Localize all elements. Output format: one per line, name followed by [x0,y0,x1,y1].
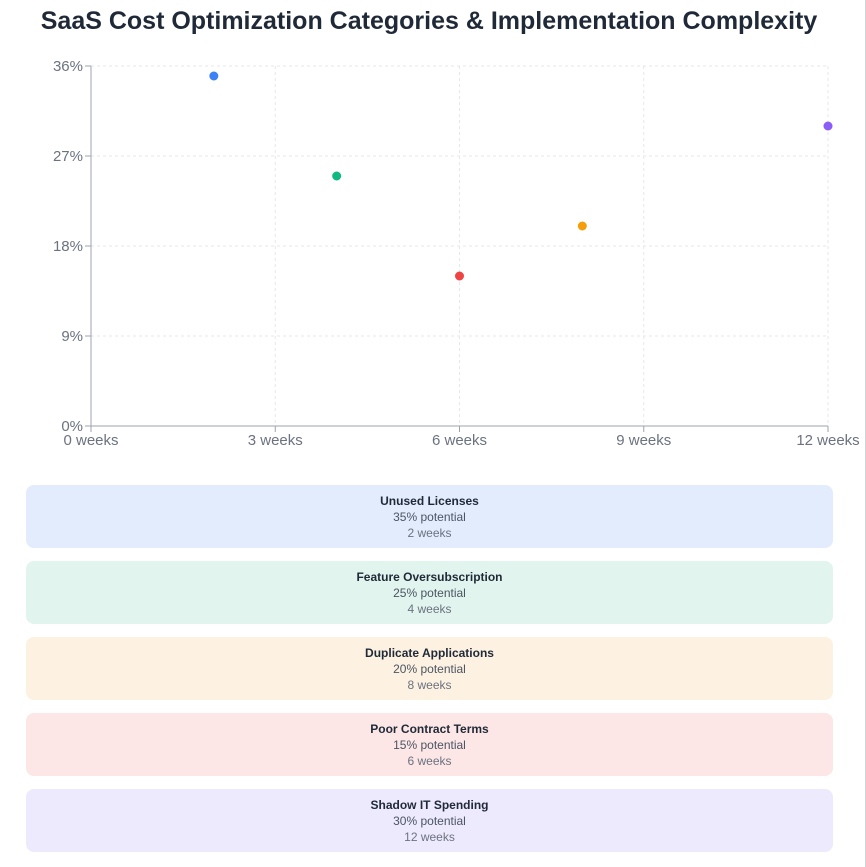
card-duplicate-applications: Duplicate Applications 20% potential 8 w… [26,637,833,700]
data-points [209,71,833,281]
x-tick-label: 3 weeks [248,432,303,449]
x-tick-label: 0 weeks [63,432,118,449]
grid-lines [91,65,829,426]
x-tick-label: 6 weeks [432,432,487,449]
category-cards: Unused Licenses 35% potential 2 weeks Fe… [26,485,833,865]
card-time: 6 weeks [407,753,452,768]
card-time: 4 weeks [407,601,452,616]
data-point [455,271,464,281]
card-time: 8 weeks [407,677,452,692]
y-tick-label: 27% [53,148,83,165]
y-tick-label: 9% [61,328,83,345]
x-tick-label: 9 weeks [616,432,671,449]
data-point [209,71,219,81]
card-time: 2 weeks [407,525,452,540]
card-feature-oversubscription: Feature Oversubscription 25% potential 4… [26,561,833,624]
y-tick-label: 36% [53,58,83,75]
card-name: Shadow IT Spending [370,797,489,812]
y-axis-ticks: 0% 9% 18% 27% 36% [53,58,91,435]
scatter-chart: 0 weeks 3 weeks 6 weeks 9 weeks 12 weeks 0% 9… [53,58,860,449]
card-unused-licenses: Unused Licenses 35% potential 2 weeks [26,485,833,548]
card-poor-contract-terms: Poor Contract Terms 15% potential 6 week… [26,713,833,776]
card-time: 12 weeks [404,829,455,844]
card-name: Duplicate Applications [365,645,494,660]
card-potential: 30% potential [393,813,466,828]
card-name: Feature Oversubscription [356,569,503,584]
card-potential: 35% potential [393,509,466,524]
chart-title: SaaS Cost Optimization Categories & Impl… [40,7,818,35]
y-tick-label: 0% [61,418,83,435]
card-potential: 25% potential [393,585,466,600]
card-name: Poor Contract Terms [370,721,489,736]
card-shadow-it-spending: Shadow IT Spending 30% potential 12 week… [26,789,833,852]
data-point [332,171,342,181]
x-axis-ticks: 0 weeks 3 weeks 6 weeks 9 weeks 12 weeks [63,426,860,449]
card-potential: 20% potential [393,661,466,676]
card-name: Unused Licenses [380,493,479,508]
data-point [577,221,587,231]
data-point [823,121,833,131]
card-potential: 15% potential [393,737,466,752]
y-tick-label: 18% [53,238,83,255]
x-tick-label: 12 weeks [796,432,859,449]
